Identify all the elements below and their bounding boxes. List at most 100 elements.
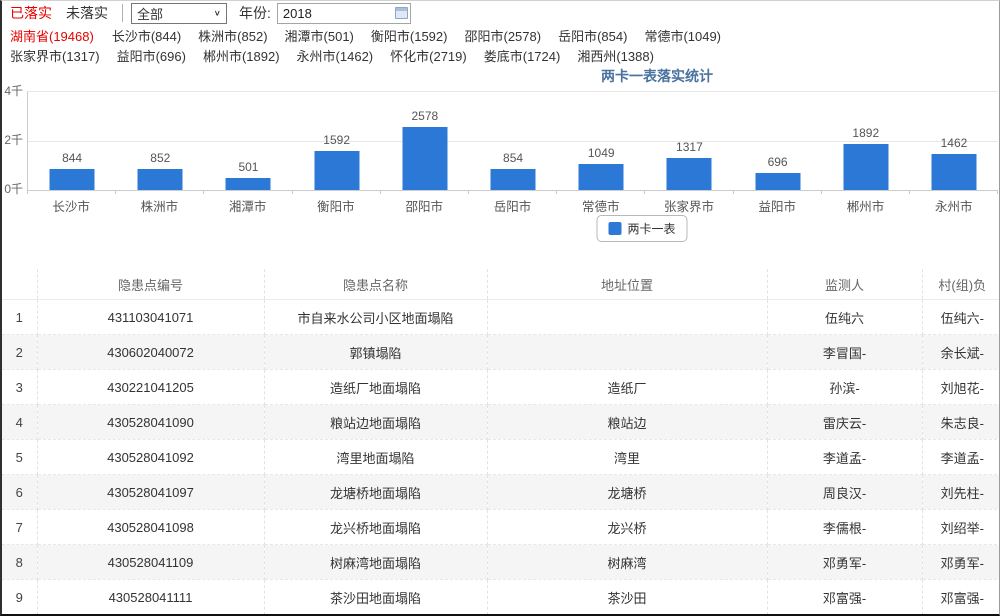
toolbar-divider: [122, 4, 123, 22]
bar-cell: 844: [28, 92, 116, 190]
bar-岳阳市[interactable]: [490, 169, 536, 190]
bar-郴州市[interactable]: [843, 144, 889, 190]
city-link[interactable]: 长沙市(844): [111, 28, 182, 44]
cell-code: 430528041098: [37, 509, 265, 545]
cell-code: 430602040072: [37, 334, 265, 370]
city-links-row2: 张家界市(1317) 益阳市(696) 郴州市(1892) 永州市(1462) 怀化市(…: [10, 46, 671, 65]
cell-monitor: 孙滨-: [767, 369, 923, 405]
cell-index: 4: [2, 404, 38, 440]
bar-cell: 1049: [557, 92, 645, 190]
table-row[interactable]: 8 430528041109 树麻湾地面塌陷 树麻湾 邓勇军- 邓勇军-: [2, 544, 999, 580]
city-link[interactable]: 张家界市(1317): [10, 48, 100, 64]
province-link[interactable]: 湖南省(19468): [10, 28, 94, 44]
city-link[interactable]: 益阳市(696): [116, 48, 186, 64]
chart-title: 两卡一表落实统计: [601, 68, 713, 84]
x-axis-tick: [381, 190, 469, 194]
bar-value-label: 1592: [323, 133, 350, 147]
city-link[interactable]: 邵阳市(2578): [464, 28, 542, 44]
bar-value-label: 854: [503, 151, 524, 165]
bar-湘潭市[interactable]: [225, 178, 271, 190]
cell-address: 湾里: [487, 439, 768, 475]
table-row[interactable]: 4 430528041090 粮站边地面塌陷 粮站边 雷庆云- 朱志良-: [2, 404, 999, 440]
city-link[interactable]: 常德市(1049): [644, 28, 722, 44]
cell-monitor: 伍纯六: [767, 299, 923, 335]
cell-index: 1: [2, 299, 38, 335]
cell-code: 430528041097: [37, 474, 265, 510]
legend[interactable]: 两卡一表: [596, 215, 688, 242]
city-link[interactable]: 湘西州(1388): [577, 48, 654, 64]
x-axis-tick: [204, 190, 293, 194]
y-axis-tick-2k: 2千: [4, 133, 23, 147]
cell-index: 6: [2, 474, 38, 510]
cell-name: 郭镇塌陷: [264, 334, 488, 370]
bar-长沙市[interactable]: [49, 169, 95, 190]
city-link[interactable]: 怀化市(2719): [390, 48, 467, 64]
cell-address: [487, 334, 768, 370]
bar-衡阳市[interactable]: [314, 151, 360, 190]
x-axis-label: 邵阳市: [405, 200, 443, 214]
city-link[interactable]: 衡阳市(1592): [370, 28, 448, 44]
city-link[interactable]: 娄底市(1724): [483, 48, 561, 64]
table-row[interactable]: 3 430221041205 造纸厂地面塌陷 造纸厂 孙滨- 刘旭花-: [2, 369, 999, 405]
bar-cell: 852: [116, 92, 204, 190]
city-link[interactable]: 郴州市(1892): [202, 48, 280, 64]
table-row[interactable]: 1 431103041071 市自来水公司小区地面塌陷 伍纯六 伍纯六-: [2, 299, 999, 335]
x-axis-tick: [28, 190, 117, 194]
x-axis-ticks: [27, 190, 999, 194]
chart-plot-area: 844 852 501 1592 2578 854 1049 1317 696 1892 1462: [27, 91, 998, 191]
bar-value-label: 696: [767, 155, 788, 169]
cell-village: 余长斌-: [922, 334, 999, 370]
bar-cell: 2578: [381, 92, 469, 190]
cell-index: 7: [2, 509, 38, 545]
col-header-code: 隐患点编号: [37, 269, 265, 300]
cell-code: 430528041092: [37, 439, 265, 475]
cell-name: 湾里地面塌陷: [264, 439, 488, 475]
cell-village: 刘旭花-: [922, 369, 999, 405]
y-axis-tick-0k: 0千: [4, 182, 23, 196]
bar-永州市[interactable]: [931, 154, 977, 190]
year-input[interactable]: [276, 2, 411, 24]
cell-monitor: 雷庆云-: [767, 404, 923, 440]
tab-not-implemented[interactable]: 未落实: [66, 5, 108, 21]
city-links-row1: 长沙市(844) 株洲市(852) 湘潭市(501) 衡阳市(1592) 邵阳市(257…: [112, 26, 738, 45]
city-link[interactable]: 株洲市(852): [198, 28, 268, 44]
bar-株洲市[interactable]: [137, 169, 183, 190]
cell-village: 伍纯六-: [922, 299, 999, 335]
cell-address: 龙兴桥: [487, 509, 768, 545]
city-link[interactable]: 湘潭市(501): [284, 28, 354, 44]
cell-code: 430528041109: [37, 544, 265, 580]
cell-name: 茶沙田地面塌陷: [264, 579, 488, 614]
table-row[interactable]: 7 430528041098 龙兴桥地面塌陷 龙兴桥 李儒根- 刘绍举-: [2, 509, 999, 545]
bar-张家界市[interactable]: [666, 158, 712, 190]
cell-village: 邓勇军-: [922, 544, 999, 580]
table-row[interactable]: 2 430602040072 郭镇塌陷 李冒国- 余长斌-: [2, 334, 999, 370]
region-links-row1: 湖南省(19468) 长沙市(844) 株洲市(852) 湘潭市(501) 衡阳市(1…: [2, 25, 999, 45]
table-row[interactable]: 9 430528041111 茶沙田地面塌陷 茶沙田 邓富强- 邓富强-: [2, 579, 999, 614]
region-select[interactable]: 全部 ∨: [131, 2, 227, 24]
bar-常德市[interactable]: [578, 164, 624, 190]
cell-monitor: 李道孟-: [767, 439, 923, 475]
cell-address: 粮站边: [487, 404, 768, 440]
tab-implemented[interactable]: 已落实: [10, 5, 52, 21]
city-link[interactable]: 永州市(1462): [296, 48, 374, 64]
cell-monitor: 李儒根-: [767, 509, 923, 545]
bar-cell: 1462: [910, 92, 998, 190]
x-axis-label: 岳阳市: [493, 200, 532, 214]
calendar-icon[interactable]: [394, 6, 408, 19]
bar-益阳市[interactable]: [755, 173, 801, 190]
cell-index: 3: [2, 369, 38, 405]
bar-cell: 1592: [293, 92, 381, 190]
bar-cell: 1892: [822, 92, 910, 190]
cell-index: 8: [2, 544, 38, 580]
table-row[interactable]: 5 430528041092 湾里地面塌陷 湾里 李道孟- 李道孟-: [2, 439, 999, 475]
chevron-down-icon: ∨: [213, 8, 221, 18]
city-link[interactable]: 岳阳市(854): [558, 28, 628, 44]
bar-邵阳市[interactable]: [402, 127, 448, 190]
cell-code: 431103041071: [37, 299, 265, 335]
cell-index: 5: [2, 439, 38, 475]
cell-name: 粮站边地面塌陷: [264, 404, 488, 440]
table-row[interactable]: 6 430528041097 龙塘桥地面塌陷 龙塘桥 周良汉- 刘先柱-: [2, 474, 999, 510]
cell-address: 茶沙田: [487, 579, 768, 614]
bar-value-label: 1317: [676, 140, 703, 154]
